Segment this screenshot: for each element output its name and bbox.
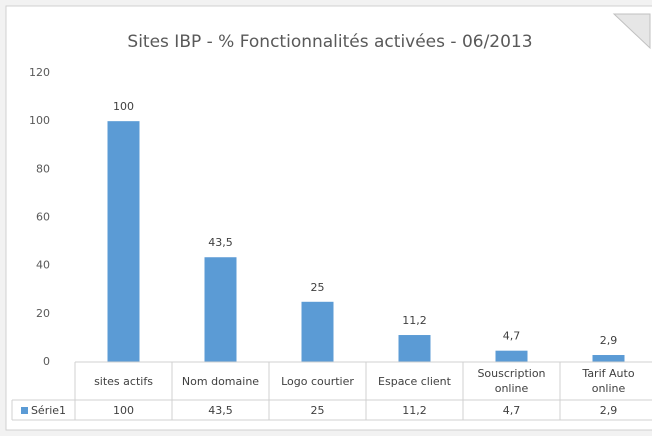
category-cell: Nom domaine xyxy=(181,374,260,388)
y-tick-label: 20 xyxy=(36,307,50,320)
page-corner xyxy=(612,13,651,50)
category-cell: Souscription online xyxy=(477,367,546,395)
y-tick-label: 0 xyxy=(43,355,50,368)
bar xyxy=(398,335,431,362)
category-cell: Logo courtier xyxy=(281,374,354,388)
value-cell: 4,7 xyxy=(502,403,521,417)
bar xyxy=(204,257,237,362)
chart-title: Sites IBP - % Fonctionnalités activées -… xyxy=(127,32,532,52)
value-label: 43,5 xyxy=(208,236,233,249)
value-cell: 43,5 xyxy=(208,403,233,417)
category-cell: sites actifs xyxy=(94,374,153,388)
value-label: 25 xyxy=(311,281,325,294)
bar xyxy=(495,350,528,362)
y-tick-label: 100 xyxy=(29,114,50,127)
bar xyxy=(301,301,334,362)
value-cell: 11,2 xyxy=(402,403,427,417)
y-tick-label: 80 xyxy=(36,162,50,175)
value-cell: 100 xyxy=(113,403,134,417)
category-cell: Espace client xyxy=(378,374,451,388)
bar xyxy=(592,355,625,362)
value-label: 11,2 xyxy=(402,314,427,327)
value-cell: 25 xyxy=(310,403,325,417)
category-cell: Tarif Auto online xyxy=(582,367,635,395)
y-tick-label: 40 xyxy=(36,259,50,272)
bar xyxy=(107,121,140,363)
legend-cell: Série1 xyxy=(12,400,75,420)
y-tick-label: 60 xyxy=(36,211,50,224)
value-label: 2,9 xyxy=(600,334,618,347)
y-tick-label: 120 xyxy=(29,66,50,79)
legend-label: Série1 xyxy=(30,403,67,417)
legend-marker xyxy=(20,406,28,414)
value-label: 4,7 xyxy=(503,330,521,343)
value-cell: 2,9 xyxy=(599,403,618,417)
value-label: 100 xyxy=(113,100,134,113)
